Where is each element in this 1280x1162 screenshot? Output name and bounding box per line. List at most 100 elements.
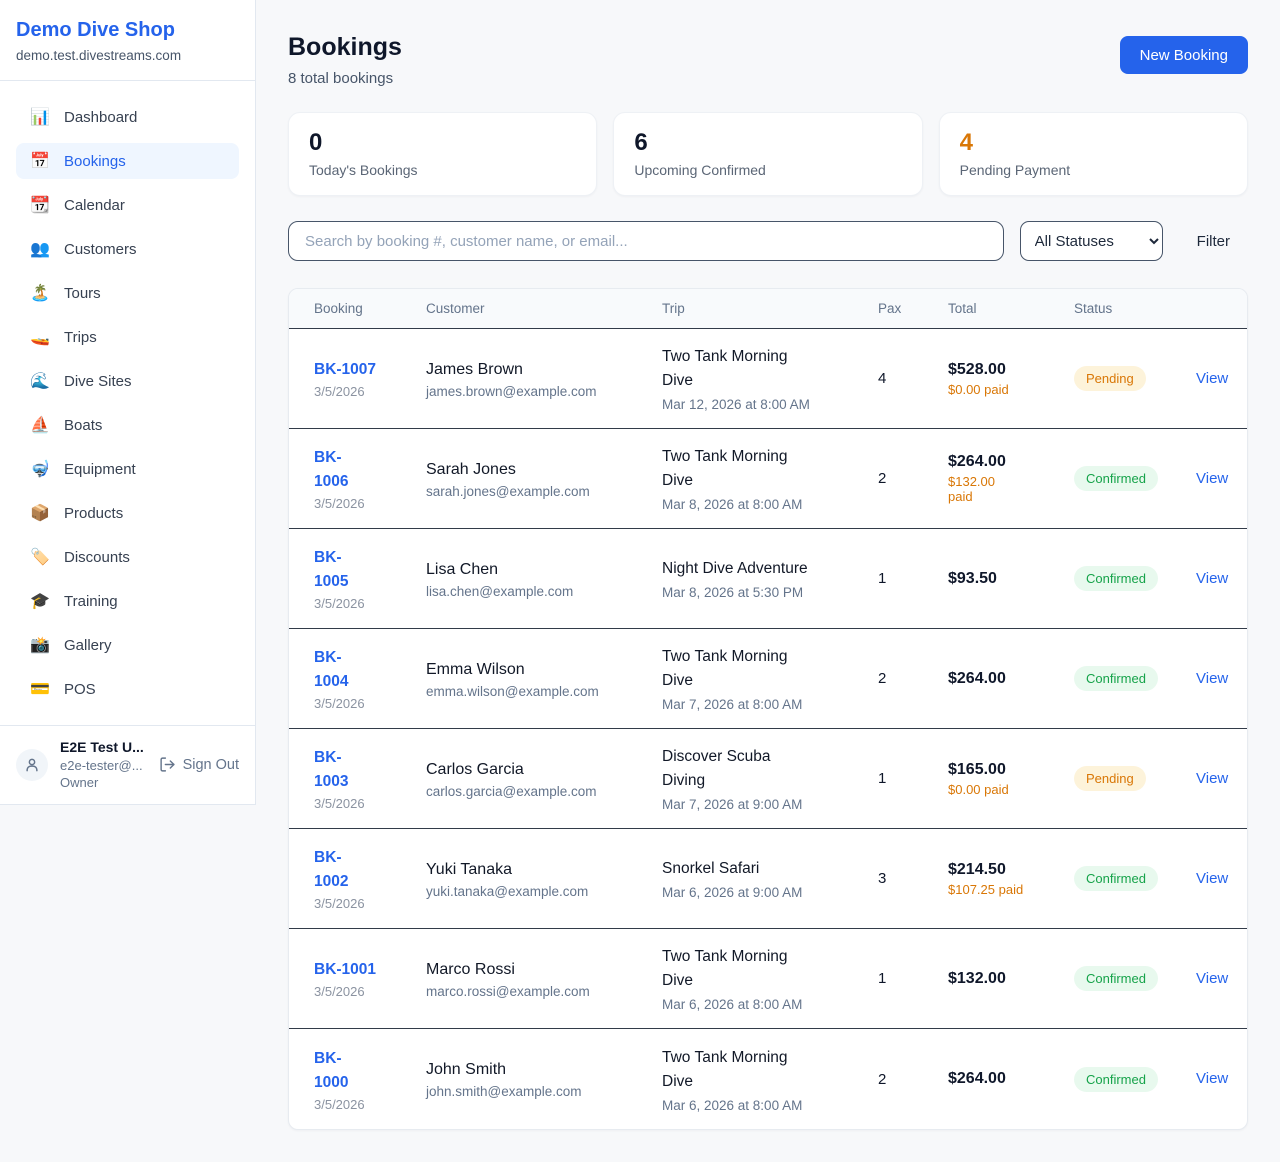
sidebar-item-training[interactable]: 🎓 Training: [16, 583, 239, 619]
sidebar-item-bookings[interactable]: 📅 Bookings: [16, 143, 239, 179]
status-badge: Confirmed: [1074, 466, 1158, 491]
status-badge: Pending: [1074, 766, 1146, 791]
trip-name: Night Dive Adventure: [662, 560, 808, 577]
status-badge: Pending: [1074, 366, 1146, 391]
booking-date: 3/5/2026: [314, 796, 365, 811]
sidebar-item-boats[interactable]: ⛵ Boats: [16, 407, 239, 443]
trip-name: Discover Scuba Diving: [662, 748, 771, 789]
trip-name: Two Tank Morning Dive: [662, 1048, 788, 1090]
customer-email: carlos.garcia@example.com: [426, 783, 597, 799]
total-amount: $264.00: [948, 669, 1006, 687]
sidebar-item-label: Training: [64, 592, 118, 610]
booking-id-link[interactable]: BK-1007: [314, 361, 377, 378]
sidebar-item-label: Customers: [64, 240, 137, 258]
sidebar-item-label: Calendar: [64, 196, 125, 214]
view-link[interactable]: View: [1196, 969, 1229, 987]
booking-id-link[interactable]: BK- 1005: [314, 549, 349, 590]
customer-email: john.smith@example.com: [426, 1084, 582, 1099]
booking-id-link[interactable]: BK- 1004: [314, 649, 349, 690]
booking-id-link[interactable]: BK-1001: [314, 961, 377, 978]
view-link[interactable]: View: [1196, 669, 1229, 687]
trip-name: Two Tank Morning Dive: [662, 948, 788, 989]
sidebar-item-tours[interactable]: 🏝️ Tours: [16, 275, 239, 311]
paid-amount: $0.00 paid: [948, 781, 1009, 797]
speedboat-icon: 🚤: [30, 329, 50, 346]
bookings-table: Booking Customer Trip Pax Total Status B…: [288, 288, 1248, 1130]
trip-datetime: Mar 8, 2026 at 5:30 PM: [662, 585, 804, 600]
booking-date: 3/5/2026: [314, 596, 365, 611]
stat-value: 6: [634, 129, 648, 156]
status-badge: Confirmed: [1074, 866, 1158, 891]
people-icon: 👥: [30, 241, 50, 258]
total-amount: $528.00: [948, 360, 1006, 378]
view-link[interactable]: View: [1196, 369, 1229, 387]
main-content: Bookings 8 total bookings New Booking 0 …: [256, 0, 1280, 1162]
tear-off-calendar-icon: 📆: [30, 197, 50, 214]
status-filter-select[interactable]: All Statuses: [1019, 221, 1163, 261]
column-header-status: Status: [1074, 301, 1113, 316]
sidebar-item-equipment[interactable]: 🤿 Equipment: [16, 451, 239, 487]
sidebar-item-discounts[interactable]: 🏷️ Discounts: [16, 539, 239, 575]
view-link[interactable]: View: [1196, 769, 1229, 787]
status-badge: Confirmed: [1074, 1066, 1158, 1092]
customer-name: John Smith: [426, 1061, 507, 1078]
tag-icon: 🏷️: [30, 549, 50, 566]
trip-name: Two Tank Morning Dive: [662, 648, 788, 689]
sidebar-item-trips[interactable]: 🚤 Trips: [16, 319, 239, 355]
view-link[interactable]: View: [1196, 569, 1229, 587]
search-input[interactable]: [288, 221, 1004, 261]
customer-email: james.brown@example.com: [426, 383, 597, 399]
booking-id-link[interactable]: BK- 1006: [314, 449, 349, 490]
sidebar-item-label: Equipment: [64, 460, 136, 478]
trip-name: Two Tank Morning Dive: [662, 348, 788, 389]
sidebar-item-gallery[interactable]: 📸 Gallery: [16, 627, 239, 663]
column-header-pax: Pax: [878, 301, 902, 316]
sidebar-item-label: Products: [64, 504, 124, 522]
total-amount: $93.50: [948, 569, 997, 587]
view-link[interactable]: View: [1196, 469, 1229, 487]
view-link[interactable]: View: [1196, 1070, 1229, 1087]
view-link[interactable]: View: [1196, 869, 1229, 887]
sidebar-item-products[interactable]: 📦 Products: [16, 495, 239, 531]
table-header-row: Booking Customer Trip Pax Total Status: [289, 289, 1247, 329]
stat-card-pending-payment: 4 Pending Payment: [938, 112, 1248, 196]
sidebar: Demo Dive Shop demo.test.divestreams.com…: [0, 0, 256, 805]
user-icon: [26, 758, 38, 772]
user-role: Owner: [60, 775, 99, 791]
sidebar-item-pos[interactable]: 💳 POS: [16, 671, 239, 707]
status-badge: Confirmed: [1074, 666, 1158, 691]
filter-bar: All Statuses Filter: [288, 221, 1248, 261]
column-header-trip: Trip: [662, 301, 685, 316]
total-amount: $132.00: [948, 969, 1006, 987]
sailboat-icon: ⛵: [30, 417, 50, 434]
total-amount: $165.00: [948, 760, 1006, 778]
sidebar-item-customers[interactable]: 👥 Customers: [16, 231, 239, 267]
filter-button[interactable]: Filter: [1196, 232, 1230, 250]
sidebar-item-dashboard[interactable]: 📊 Dashboard: [16, 99, 239, 135]
customer-name: James Brown: [426, 360, 523, 378]
pax-count: 1: [878, 570, 887, 587]
trip-datetime: Mar 6, 2026 at 9:00 AM: [662, 885, 803, 900]
column-header-customer: Customer: [426, 301, 485, 316]
pax-count: 1: [878, 770, 887, 787]
new-booking-button[interactable]: New Booking: [1119, 36, 1248, 74]
stat-value: 0: [309, 129, 323, 156]
sign-out-icon: [159, 757, 175, 773]
stat-value: 4: [959, 129, 974, 156]
page-subtitle: 8 total bookings: [288, 70, 394, 87]
booking-id-link[interactable]: BK- 1002: [314, 849, 349, 890]
user-email: e2e-tester@...: [60, 757, 143, 773]
brand-link[interactable]: Demo Dive Shop: [16, 19, 175, 41]
sidebar-item-dive-sites[interactable]: 🌊 Dive Sites: [16, 363, 239, 399]
sidebar-item-calendar[interactable]: 📆 Calendar: [16, 187, 239, 223]
sign-out-button[interactable]: Sign Out: [159, 756, 239, 773]
total-amount: $264.00: [948, 453, 1006, 470]
booking-date: 3/5/2026: [314, 984, 365, 999]
sidebar-item-label: Gallery: [64, 636, 112, 654]
customer-name: Marco Rossi: [426, 960, 515, 978]
camera-icon: 📸: [30, 637, 50, 654]
table-row: BK- 1005 3/5/2026 Lisa Chen lisa.chen@exam…: [289, 529, 1247, 629]
booking-id-link[interactable]: BK- 1003: [314, 749, 349, 790]
booking-id-link[interactable]: BK- 1000: [314, 1049, 349, 1091]
sidebar-item-label: Dashboard: [64, 108, 138, 126]
